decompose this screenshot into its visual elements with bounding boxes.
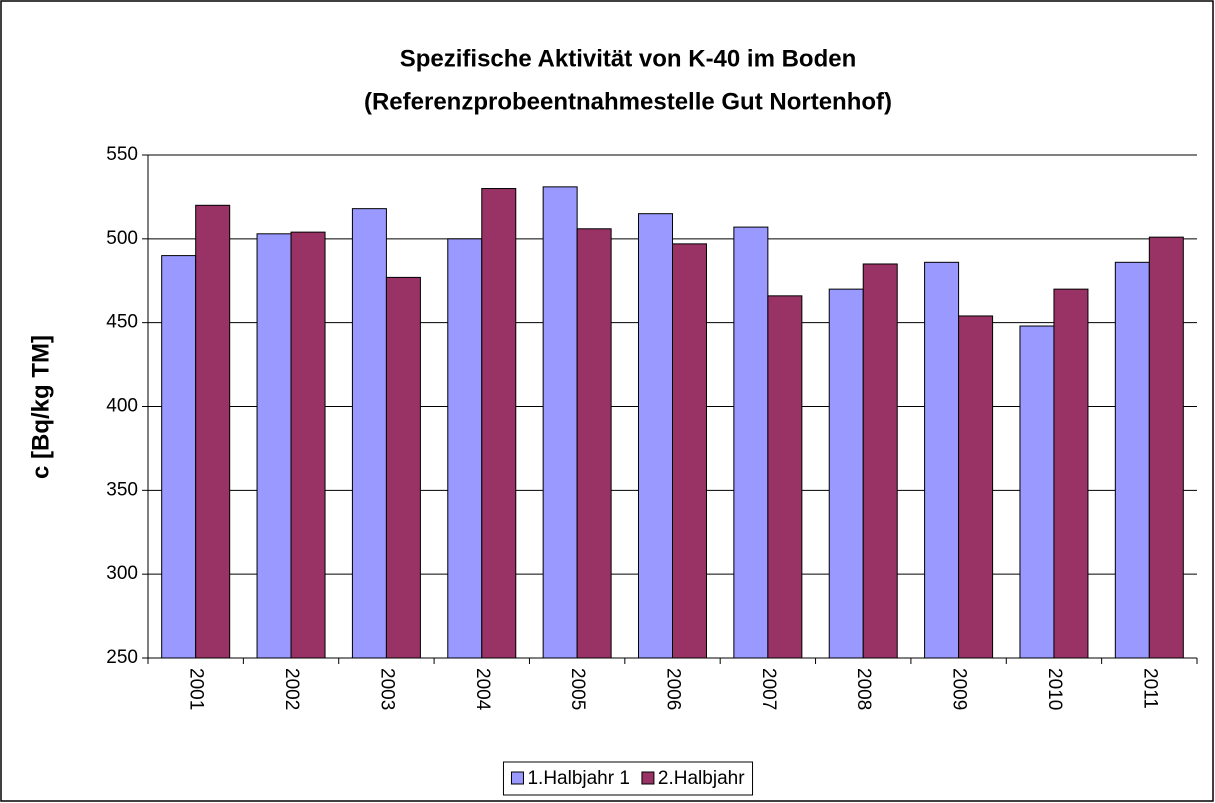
bar — [733, 226, 769, 659]
bar — [1148, 236, 1184, 659]
bar — [638, 213, 673, 659]
bar — [767, 295, 803, 659]
y-tick-label: 300 — [106, 563, 138, 584]
bar — [924, 261, 960, 659]
x-tick-label: 2003 — [376, 668, 397, 710]
y-tick-label: 250 — [106, 647, 138, 668]
bar — [576, 228, 612, 659]
chart-title: (Referenzprobeentnahmestelle Gut Nortenh… — [364, 88, 892, 115]
x-tick-label: 2008 — [853, 668, 874, 710]
bar — [447, 238, 483, 659]
legend — [502, 761, 754, 796]
y-tick-label: 350 — [106, 479, 138, 500]
legend-marker — [510, 771, 524, 785]
x-tick-label: 2010 — [1044, 668, 1065, 710]
x-tick-label: 2001 — [186, 668, 207, 710]
x-tick-label: 2002 — [281, 668, 302, 710]
x-tick-label: 2005 — [567, 668, 588, 710]
x-tick-label: 2009 — [949, 668, 970, 710]
y-tick-label: 400 — [106, 396, 138, 417]
x-tick-label: 2004 — [472, 668, 493, 711]
x-tick-label: 2006 — [662, 668, 683, 710]
bar — [195, 204, 231, 659]
x-tick-label: 2007 — [758, 668, 779, 710]
y-tick-label: 550 — [106, 144, 138, 165]
bar — [862, 263, 898, 659]
bar — [385, 276, 421, 659]
bar — [256, 233, 292, 659]
bar — [958, 315, 994, 659]
chart-title: Spezifische Aktivität von K-40 im Boden — [400, 45, 857, 72]
bar — [1053, 288, 1089, 659]
legend-marker — [641, 771, 655, 785]
y-axis-title: c [Bq/kg TM] — [27, 335, 54, 479]
y-tick-label: 450 — [106, 312, 138, 333]
bar — [1019, 325, 1055, 659]
y-tick-label: 500 — [106, 228, 138, 249]
bar — [672, 243, 707, 659]
x-tick-label: 2011 — [1139, 668, 1160, 709]
bar — [542, 186, 578, 659]
legend-label: 2.Halbjahr — [658, 768, 745, 789]
bar — [1114, 261, 1150, 659]
bar — [481, 188, 517, 659]
bar — [161, 255, 197, 659]
bar — [290, 231, 326, 659]
bar — [828, 288, 864, 659]
legend-label: 1.Halbjahr 1 — [527, 768, 629, 789]
bar — [351, 208, 387, 659]
